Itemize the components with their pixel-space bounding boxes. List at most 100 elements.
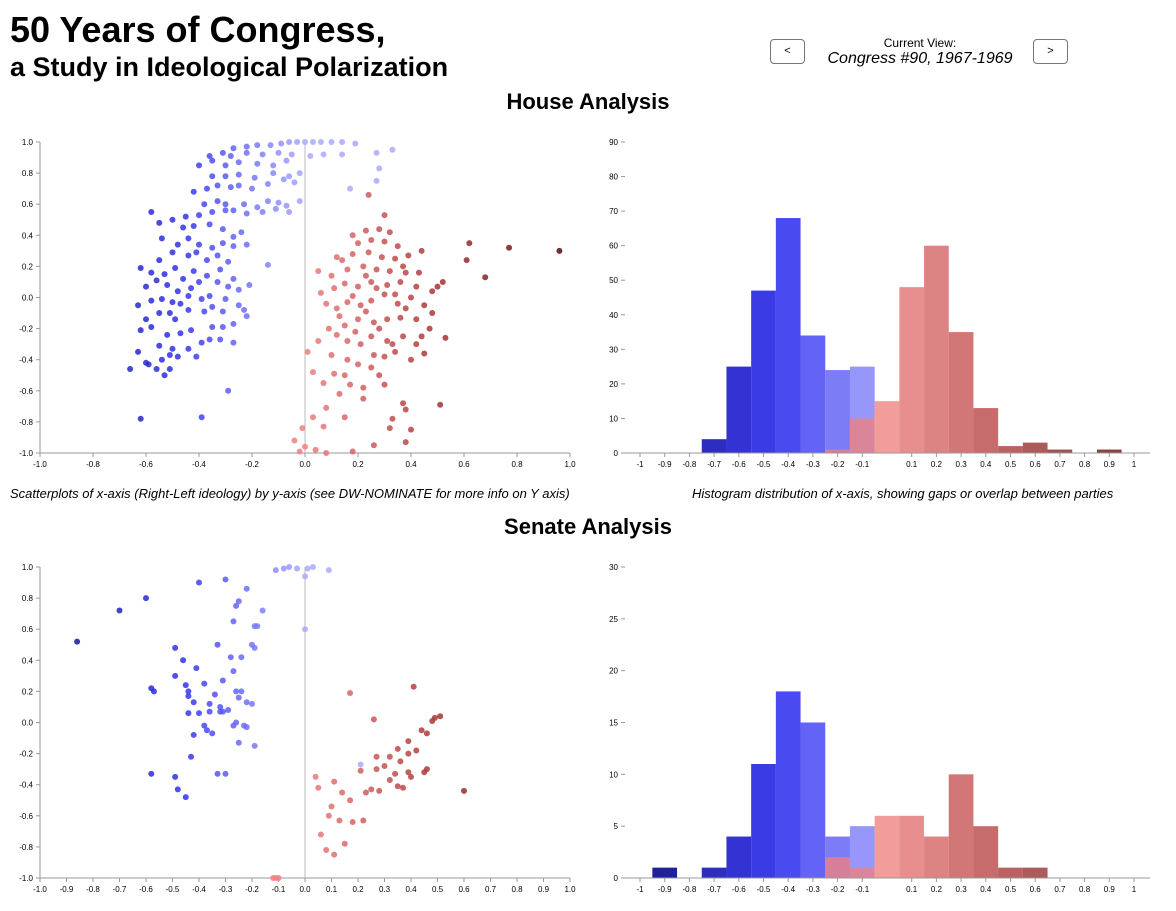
rep-histogram-bar [874,401,900,453]
dem-member-point [320,151,327,158]
rep-member-point [400,333,407,340]
rep-member-point [339,789,346,796]
y-tick-label: 1.0 [22,563,34,572]
rep-member-point [341,322,348,329]
x-tick-label: -0.2 [245,885,259,894]
dem-member-point [222,296,229,303]
rep-member-point [360,263,367,270]
x-tick-label: -0.6 [732,460,746,469]
dem-member-point [158,235,165,242]
dem-histogram-bar [726,366,752,453]
rep-member-point [386,229,393,236]
rep-member-point [357,767,364,774]
dem-histogram-bar [751,290,776,453]
dem-member-point [243,143,250,150]
dem-member-point [230,618,237,625]
dem-member-point [219,324,226,331]
rep-member-point [323,450,330,456]
rep-member-point [365,249,372,256]
next-congress-button[interactable]: > [1033,39,1068,64]
dem-member-point [217,266,224,273]
rep-member-point [325,325,332,332]
dem-member-point [275,149,282,156]
dem-member-point [309,564,316,570]
y-tick-label: -1.0 [19,874,33,883]
rep-member-point [355,283,361,290]
y-tick-label: 0.6 [22,625,34,634]
rep-member-point [341,840,348,847]
dem-member-point [294,565,301,572]
dem-member-point [196,710,202,717]
dem-member-point [286,208,293,215]
rep-member-point [333,331,340,338]
dem-member-point [272,567,279,574]
x-tick-label: -0.3 [219,885,233,894]
y-tick-label: -0.8 [19,843,33,852]
y-tick-label: 0.8 [22,594,34,603]
dem-member-point [180,275,187,282]
histogram-caption: Histogram distribution of x-axis, showin… [692,486,1114,501]
dem-member-point [241,306,248,313]
dem-member-point [198,414,205,421]
dem-member-point [203,185,210,192]
dem-member-point [230,275,237,282]
dem-member-point [225,283,232,290]
rep-member-point [437,713,444,720]
x-tick-label: -0.9 [60,885,74,894]
rep-member-point [357,302,364,309]
dem-member-point [209,208,216,215]
x-tick-label: 0.7 [1054,460,1066,469]
dem-member-point [249,185,255,192]
dem-member-point [328,139,335,145]
rep-member-point [466,240,473,247]
rep-member-point [392,770,399,777]
rep-member-point [429,310,436,317]
rep-member-point [296,448,303,455]
x-tick-label: -0.2 [831,460,845,469]
dem-member-point [251,742,258,749]
dem-member-point [259,151,266,158]
dem-member-point [241,722,248,729]
dem-member-point [190,222,197,229]
rep-member-point [376,787,383,794]
rep-member-point [360,817,367,824]
dem-member-point [185,688,192,695]
rep-member-point [344,266,351,273]
rep-member-point [370,442,377,449]
dem-member-point [158,296,165,303]
x-tick-label: -0.8 [683,885,697,894]
dem-member-point [185,252,192,259]
rep-member-point [344,356,351,363]
rep-member-point [328,272,335,279]
y-tick-label: 1.0 [22,138,34,147]
rep-member-point [302,443,308,450]
y-tick-label: -0.4 [19,781,33,790]
dem-member-point [264,261,271,268]
dem-member-point [188,285,195,292]
dem-member-point [357,761,364,768]
dem-member-point [116,607,123,614]
dem-member-point [166,352,173,359]
x-tick-label: -0.5 [166,885,180,894]
rep-member-point [423,730,430,737]
x-tick-label: 0.3 [956,460,968,469]
rep-member-point [370,352,377,359]
rep-member-point [309,369,316,376]
rep-member-point [323,404,330,411]
x-tick-label: -0.2 [831,885,845,894]
dem-member-point [201,308,208,315]
dem-member-point [206,292,213,299]
rep-member-point [341,372,348,379]
dem-member-point [143,283,149,290]
dem-member-point [214,278,221,285]
dem-histogram-bar [701,439,727,453]
rep-member-point [331,851,338,858]
rep-member-point [397,314,404,321]
dem-member-point [230,243,237,250]
rep-member-point [381,212,388,219]
dem-member-point [230,668,237,675]
previous-congress-button[interactable]: < [770,39,805,64]
y-tick-label: 25 [609,615,618,624]
y-tick-label: 0.0 [22,719,34,728]
rep-member-point [556,247,563,254]
